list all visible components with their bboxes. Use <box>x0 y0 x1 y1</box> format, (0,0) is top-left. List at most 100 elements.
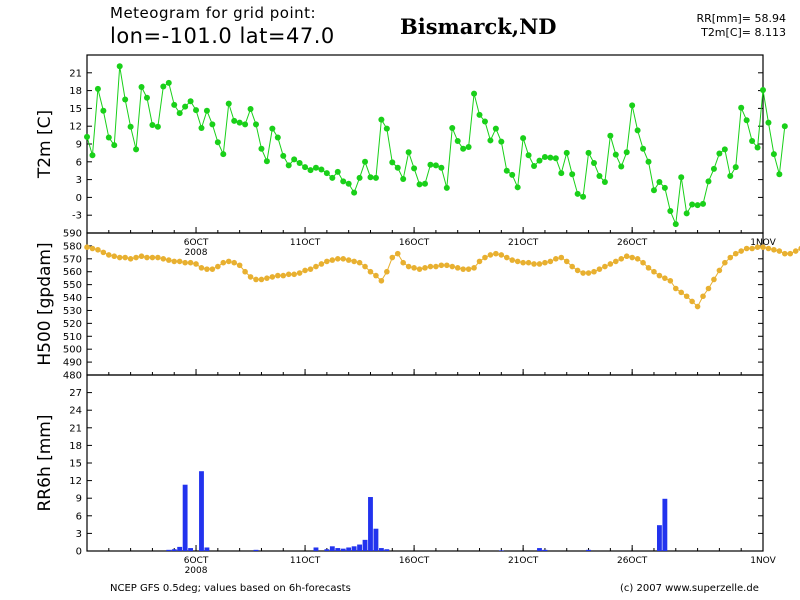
t2m-point <box>765 119 772 126</box>
h500-point <box>291 271 297 278</box>
t2m-point <box>640 145 647 152</box>
h500-point <box>416 266 423 272</box>
t2m-point <box>176 110 183 117</box>
t2m-point <box>171 101 178 108</box>
h500-point <box>683 293 690 300</box>
h500-point <box>716 267 723 274</box>
footer-source: NCEP GFS 0.5deg; values based on 6h-fore… <box>110 583 351 594</box>
h500-point <box>569 263 575 270</box>
t2m-point <box>667 208 674 215</box>
t2m-point <box>411 165 418 172</box>
t2m-point <box>471 90 478 97</box>
rr6h-bar <box>384 549 390 551</box>
panel-frame-t2m <box>86 54 764 234</box>
h500-point <box>247 274 254 280</box>
h500-point <box>536 261 543 267</box>
h500-point <box>503 254 510 261</box>
t2m-point <box>607 132 614 139</box>
h500-point <box>302 267 308 274</box>
t2m-point <box>149 122 156 129</box>
h500-point <box>351 258 357 265</box>
t2m-point <box>389 159 396 166</box>
ytick-label-t2m: 9 <box>76 140 82 151</box>
h500-point <box>667 277 674 284</box>
ytick-label-h500: 580 <box>63 241 82 252</box>
xtick-label: 1NOV <box>750 238 776 248</box>
t2m-point <box>601 178 608 185</box>
t2m-point <box>689 201 696 208</box>
rr6h-bar <box>188 548 194 551</box>
t2m-point <box>710 165 717 172</box>
h500-point <box>367 268 374 275</box>
h500-point <box>384 268 390 275</box>
ytick-label-h500: 510 <box>63 332 82 343</box>
t2m-point <box>585 149 592 156</box>
h500-point <box>100 249 107 256</box>
t2m-point <box>738 104 745 111</box>
t2m-point <box>209 121 216 128</box>
t2m-point <box>634 127 641 134</box>
t2m-point <box>694 202 701 209</box>
t2m-point <box>285 162 292 169</box>
h500-point <box>722 259 728 266</box>
h500-point <box>765 245 772 252</box>
ytick-label-h500: 540 <box>63 293 82 304</box>
ytick-label-rr6h: 3 <box>76 529 82 540</box>
t2m-point <box>776 171 783 178</box>
h500-point <box>133 254 139 261</box>
t2m-point <box>732 164 739 171</box>
t2m-point <box>569 171 576 178</box>
h500-point <box>444 262 450 269</box>
h500-point <box>662 275 668 281</box>
h500-point <box>242 268 248 275</box>
t2m-point <box>498 138 505 145</box>
ytick-label-t2m: 0 <box>76 193 82 204</box>
h500-point <box>618 256 625 262</box>
xtick-label: 16OCT <box>399 556 430 566</box>
t2m-point <box>754 144 761 151</box>
ytick-label-rr6h: 24 <box>69 406 82 417</box>
h500-point <box>427 263 434 270</box>
ytick-label-rr6h: 12 <box>69 476 82 487</box>
h500-point <box>525 259 532 266</box>
ytick-label-t2m: 3 <box>76 175 82 186</box>
h500-point <box>95 246 101 253</box>
h500-point <box>356 259 363 266</box>
t2m-point <box>781 123 788 130</box>
h500-point <box>231 259 237 266</box>
station-name: Bismarck,ND <box>400 14 557 39</box>
h500-point <box>378 277 385 284</box>
h500-point <box>760 244 766 250</box>
h500-point <box>694 303 701 310</box>
h500-point <box>340 256 347 262</box>
ylabel-rr6h: RR6h [mm] <box>35 414 55 511</box>
t2m-point <box>476 111 483 118</box>
t2m-point <box>705 178 712 185</box>
h500-point <box>711 276 717 283</box>
t2m-point <box>770 151 777 158</box>
h500-point <box>771 246 777 253</box>
xtick-label: 6OCT <box>184 556 209 566</box>
h500-point <box>700 293 706 300</box>
t2m-point <box>127 123 134 130</box>
h500-point <box>198 265 205 271</box>
rr6h-bar <box>335 548 341 551</box>
xtick-label: 26OCT <box>617 556 648 566</box>
t2m-point <box>367 174 374 181</box>
h500-point <box>629 254 635 261</box>
t2m-point <box>138 84 145 91</box>
h500-point <box>634 256 641 262</box>
rr6h-bar <box>329 546 335 551</box>
h500-point <box>754 244 761 250</box>
t2m-point <box>236 119 243 126</box>
h500-point <box>482 254 488 261</box>
h500-point <box>285 271 292 278</box>
t2m-point <box>465 143 472 150</box>
ytick-label-h500: 500 <box>63 345 82 356</box>
h500-point <box>215 263 221 270</box>
t2m-point <box>541 154 548 161</box>
t2m-point <box>203 107 210 114</box>
h500-point <box>313 263 319 270</box>
t2m-point <box>231 117 238 124</box>
